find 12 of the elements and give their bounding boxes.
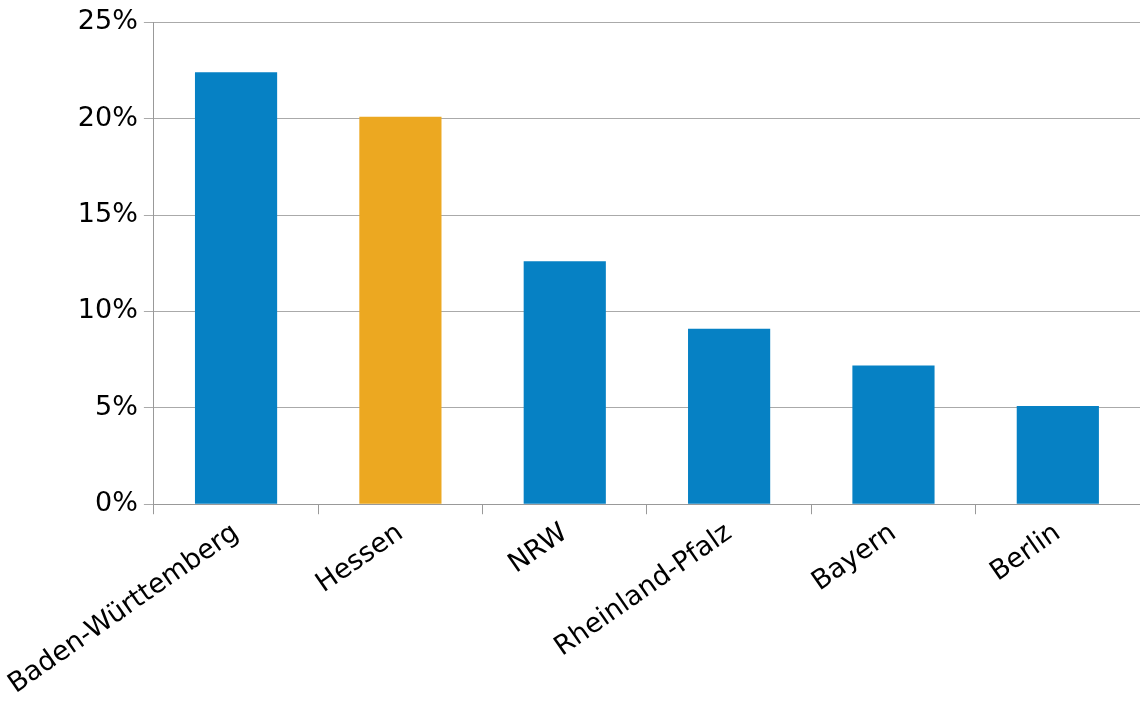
y-tick-label: 25% (77, 4, 138, 36)
bar (359, 116, 442, 504)
y-tick-label: 15% (77, 197, 138, 229)
bar (523, 261, 606, 504)
bar (194, 72, 278, 504)
y-tick-label: 20% (77, 100, 138, 132)
bar (688, 328, 771, 504)
bar (1016, 405, 1099, 504)
y-tick-label: 5% (95, 389, 138, 421)
y-tick-label: 0% (95, 486, 138, 518)
bar (852, 365, 935, 504)
y-tick-label: 10% (77, 293, 138, 325)
